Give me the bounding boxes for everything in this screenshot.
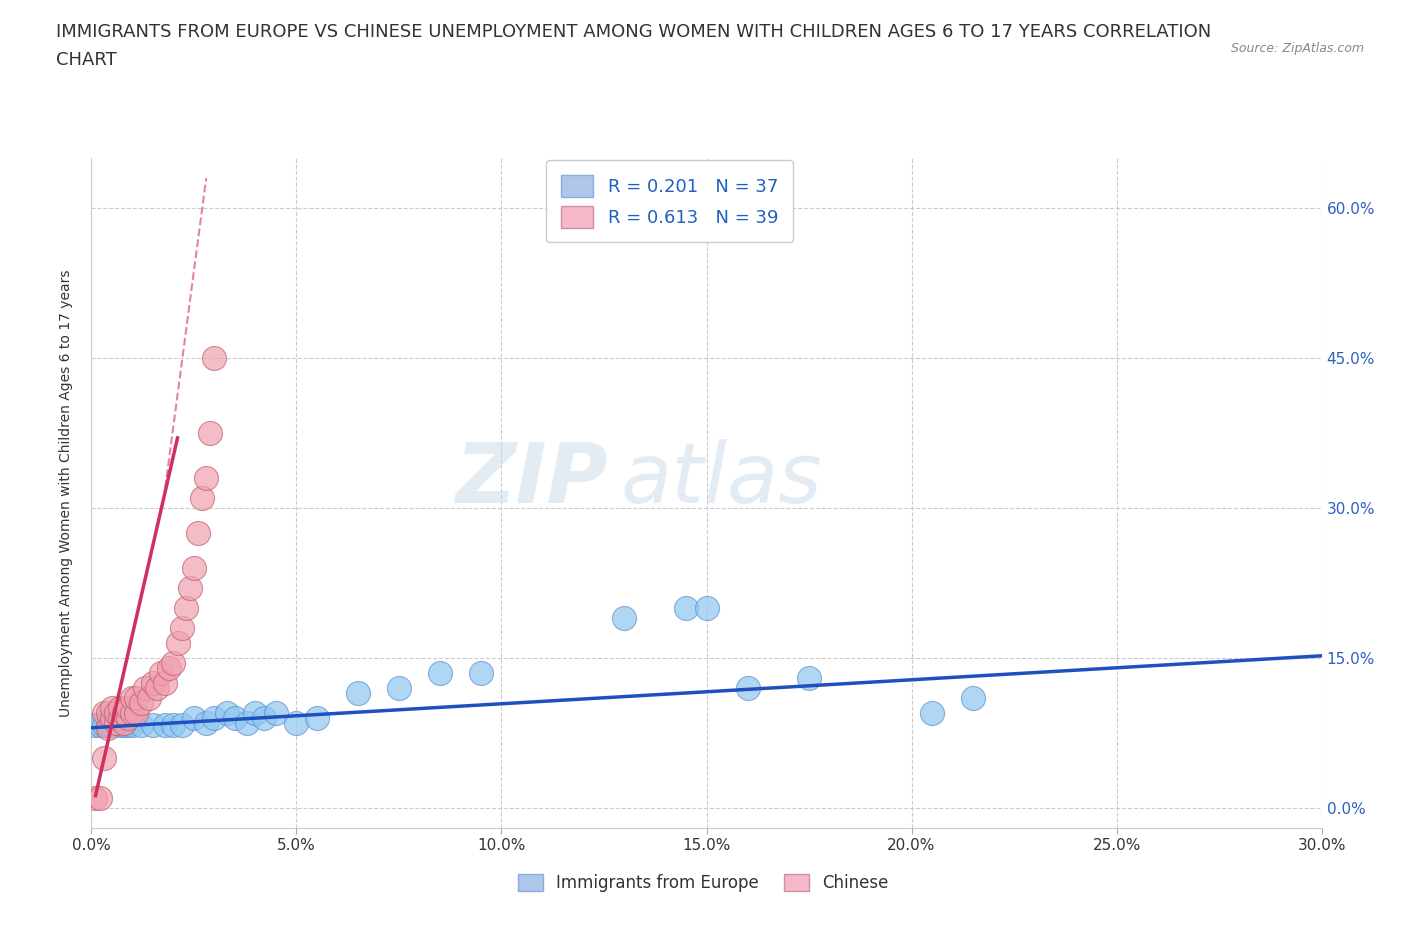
Point	[129, 717, 152, 732]
Point	[157, 660, 180, 675]
Point	[105, 711, 127, 725]
Point	[264, 705, 287, 720]
Point	[236, 715, 259, 730]
Point	[142, 717, 165, 732]
Point	[108, 717, 131, 732]
Point	[97, 705, 120, 720]
Point	[142, 675, 165, 690]
Point	[285, 715, 308, 730]
Point	[153, 717, 177, 732]
Text: ZIP: ZIP	[456, 439, 607, 520]
Point	[84, 790, 107, 805]
Point	[224, 711, 246, 725]
Point	[347, 685, 370, 700]
Point	[97, 721, 120, 736]
Point	[200, 426, 222, 441]
Point	[105, 705, 127, 720]
Point	[146, 681, 169, 696]
Point	[253, 711, 276, 725]
Point	[105, 715, 127, 730]
Point	[93, 705, 115, 720]
Point	[191, 490, 214, 505]
Point	[470, 665, 492, 680]
Point	[195, 715, 218, 730]
Point	[121, 690, 143, 705]
Point	[93, 751, 115, 765]
Point	[108, 700, 131, 715]
Point	[245, 705, 267, 720]
Point	[170, 717, 193, 732]
Point	[89, 717, 111, 732]
Point	[166, 635, 188, 650]
Point	[97, 717, 120, 732]
Point	[101, 711, 124, 725]
Point	[84, 717, 107, 732]
Point	[183, 561, 205, 576]
Point	[117, 711, 139, 725]
Point	[112, 705, 135, 720]
Point	[108, 711, 131, 725]
Point	[112, 715, 135, 730]
Point	[162, 717, 184, 732]
Point	[129, 696, 152, 711]
Text: atlas: atlas	[620, 439, 823, 520]
Point	[170, 620, 193, 635]
Point	[117, 700, 139, 715]
Point	[675, 601, 697, 616]
Point	[179, 580, 201, 595]
Point	[153, 675, 177, 690]
Y-axis label: Unemployment Among Women with Children Ages 6 to 17 years: Unemployment Among Women with Children A…	[59, 269, 73, 717]
Point	[138, 690, 160, 705]
Point	[117, 717, 139, 732]
Point	[202, 351, 225, 365]
Point	[174, 601, 197, 616]
Point	[613, 610, 636, 625]
Point	[202, 711, 225, 725]
Point	[101, 700, 124, 715]
Point	[962, 690, 984, 705]
Point	[183, 711, 205, 725]
Legend: Immigrants from Europe, Chinese: Immigrants from Europe, Chinese	[510, 867, 896, 898]
Point	[150, 665, 173, 680]
Point	[89, 790, 111, 805]
Point	[112, 717, 135, 732]
Point	[215, 705, 238, 720]
Point	[121, 705, 143, 720]
Text: CHART: CHART	[56, 51, 117, 69]
Point	[134, 681, 156, 696]
Point	[101, 717, 124, 732]
Text: IMMIGRANTS FROM EUROPE VS CHINESE UNEMPLOYMENT AMONG WOMEN WITH CHILDREN AGES 6 : IMMIGRANTS FROM EUROPE VS CHINESE UNEMPL…	[56, 23, 1212, 41]
Point	[195, 471, 218, 485]
Point	[305, 711, 328, 725]
Point	[429, 665, 451, 680]
Point	[187, 525, 209, 540]
Point	[388, 681, 411, 696]
Text: Source: ZipAtlas.com: Source: ZipAtlas.com	[1230, 42, 1364, 55]
Point	[737, 681, 759, 696]
Legend: R = 0.201   N = 37, R = 0.613   N = 39: R = 0.201 N = 37, R = 0.613 N = 39	[547, 161, 793, 243]
Point	[162, 656, 184, 671]
Point	[921, 705, 943, 720]
Point	[797, 671, 820, 685]
Point	[695, 601, 717, 616]
Point	[125, 690, 148, 705]
Point	[125, 705, 148, 720]
Point	[121, 717, 143, 732]
Point	[93, 717, 115, 732]
